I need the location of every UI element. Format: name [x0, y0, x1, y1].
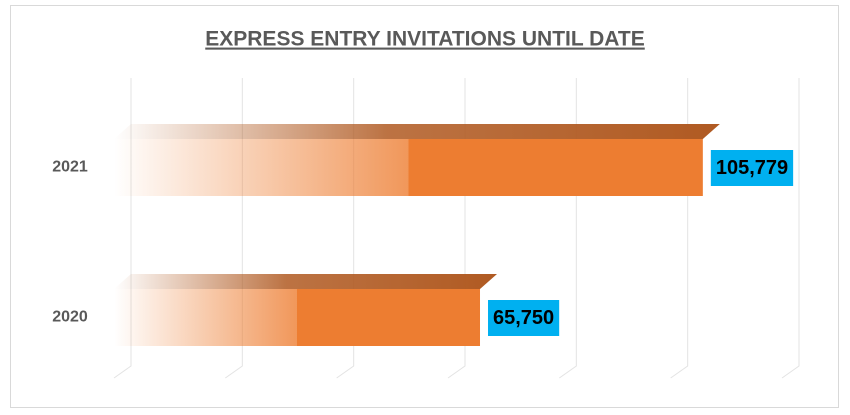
bar-top	[114, 124, 720, 139]
value-label-box	[488, 300, 560, 336]
y-tick-label: 2020	[52, 309, 88, 326]
bar-top	[114, 274, 498, 289]
chart-border	[10, 5, 839, 408]
value-label: 65,750	[493, 307, 554, 329]
bar	[114, 139, 703, 196]
value-label-box	[710, 150, 794, 186]
chart-title: EXPRESS ENTRY INVITATIONS UNTIL DATE	[205, 28, 645, 51]
y-tick-label: 2021	[52, 159, 88, 176]
bar	[114, 289, 481, 346]
grid-line	[781, 78, 800, 379]
value-label: 105,779	[716, 157, 788, 179]
